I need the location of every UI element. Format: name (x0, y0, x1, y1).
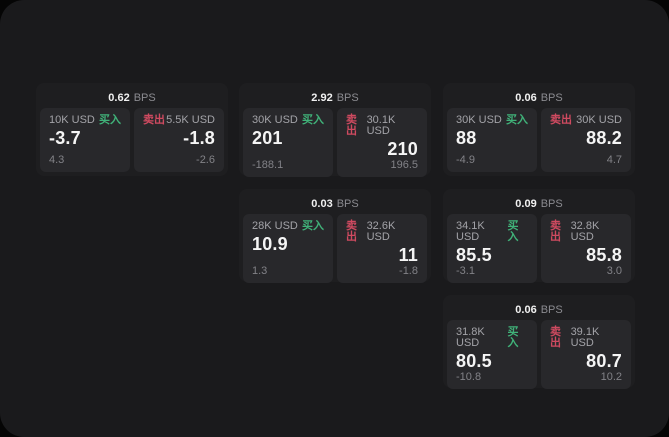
sell-side-label: 卖出 (550, 220, 561, 243)
buy-amount: 28K USD (252, 220, 298, 232)
sell-sub-value: 4.7 (606, 154, 622, 166)
sell-panel[interactable]: 卖出 32.8K USD 85.8 3.0 (541, 214, 631, 283)
bps-header: 0.62 BPS (40, 87, 224, 108)
sell-price: 85.8 (586, 245, 622, 265)
sell-panel[interactable]: 卖出 32.6K USD 11 -1.8 (337, 214, 427, 283)
buy-price: 80.5 (456, 351, 492, 371)
sell-price: 80.7 (586, 351, 622, 371)
buy-panel[interactable]: 31.8K USD 买入 80.5 -10.8 (447, 320, 537, 389)
buy-amount: 10K USD (49, 114, 95, 126)
bps-value: 0.62 (108, 91, 130, 104)
buy-price: 201 (252, 128, 283, 148)
buy-side-label: 买入 (506, 114, 528, 126)
sell-side-label: 卖出 (550, 114, 572, 126)
bps-header: 0.03 BPS (243, 193, 427, 214)
buy-side-label: 买入 (302, 114, 324, 126)
bps-unit-label: BPS (336, 197, 359, 210)
buy-sub-value: 4.3 (49, 154, 65, 166)
bps-value: 0.06 (515, 91, 537, 104)
sell-panel[interactable]: 卖出 5.5K USD -1.8 -2.6 (134, 108, 224, 172)
sell-amount: 30K USD (576, 114, 622, 126)
sell-sub-value: -1.8 (399, 264, 418, 277)
buy-panel[interactable]: 30K USD 买入 201 -188.1 (243, 108, 333, 177)
bps-unit-label: BPS (133, 91, 156, 104)
sell-amount: 32.8K USD (570, 220, 600, 243)
sell-panel[interactable]: 卖出 30.1K USD 210 196.5 (337, 108, 427, 177)
quote-card-3: 0.06 BPS 30K USD 买入 88 -4.9 卖出 30K USD 8… (443, 83, 635, 176)
buy-amount: 30K USD (252, 114, 298, 126)
buy-price: 85.5 (456, 245, 492, 265)
bps-unit-label: BPS (336, 91, 359, 104)
sell-panel[interactable]: 卖出 39.1K USD 80.7 10.2 (541, 320, 631, 389)
quote-card-5: 0.09 BPS 34.1K USD 买入 85.5 -3.1 卖出 32.8K… (443, 189, 635, 283)
sell-panel[interactable]: 卖出 30K USD 88.2 4.7 (541, 108, 631, 172)
bps-header: 2.92 BPS (243, 87, 427, 108)
sell-sub-value: -2.6 (196, 154, 215, 166)
bps-value: 0.09 (515, 197, 537, 210)
bps-unit-label: BPS (540, 303, 563, 316)
buy-side-label: 买入 (507, 326, 519, 349)
bps-value: 0.06 (515, 303, 537, 316)
quote-card-1: 0.62 BPS 10K USD 买入 -3.7 4.3 卖出 5.5K USD… (36, 83, 228, 176)
buy-panel[interactable]: 34.1K USD 买入 85.5 -3.1 (447, 214, 537, 283)
sell-price: 88.2 (586, 128, 622, 148)
bps-unit-label: BPS (540, 197, 563, 210)
sell-amount: 32.6K USD (366, 220, 396, 243)
buy-amount: 31.8K USD (456, 326, 485, 349)
sell-amount: 5.5K USD (166, 114, 215, 126)
sell-side-label: 卖出 (346, 220, 357, 243)
bps-header: 0.06 BPS (447, 299, 631, 320)
buy-amount: 30K USD (456, 114, 502, 126)
bps-unit-label: BPS (540, 91, 563, 104)
sell-sub-value: 3.0 (606, 264, 622, 277)
buy-sub-value: -4.9 (456, 154, 475, 166)
buy-side-label: 买入 (99, 114, 121, 126)
buy-sub-value: -3.1 (456, 264, 475, 277)
sell-amount: 39.1K USD (570, 326, 600, 349)
buy-amount: 34.1K USD (456, 220, 485, 243)
buy-panel[interactable]: 10K USD 买入 -3.7 4.3 (40, 108, 130, 172)
sell-sub-value: 196.5 (390, 158, 418, 171)
sell-sub-value: 10.2 (600, 370, 622, 383)
sell-price: 210 (387, 139, 418, 159)
sell-side-label: 卖出 (346, 114, 357, 137)
buy-sub-value: -188.1 (252, 158, 284, 171)
buy-panel[interactable]: 30K USD 买入 88 -4.9 (447, 108, 537, 172)
bps-header: 0.06 BPS (447, 87, 631, 108)
buy-sub-value: -10.8 (456, 370, 482, 383)
quote-card-2: 2.92 BPS 30K USD 买入 201 -188.1 卖出 30.1K … (239, 83, 431, 177)
buy-price: -3.7 (49, 128, 81, 148)
sell-price: -1.8 (183, 128, 215, 148)
bps-value: 2.92 (311, 91, 333, 104)
sell-amount: 30.1K USD (366, 114, 396, 137)
sell-side-label: 卖出 (550, 326, 561, 349)
quote-card-6: 0.06 BPS 31.8K USD 买入 80.5 -10.8 卖出 39.1… (443, 295, 635, 389)
buy-price: 88 (456, 128, 477, 148)
quote-card-4: 0.03 BPS 28K USD 买入 10.9 1.3 卖出 32.6K US… (239, 189, 431, 283)
buy-price: 10.9 (252, 234, 288, 254)
bps-header: 0.09 BPS (447, 193, 631, 214)
buy-side-label: 买入 (302, 220, 324, 232)
buy-sub-value: 1.3 (252, 264, 268, 277)
sell-price: 11 (398, 245, 418, 265)
buy-panel[interactable]: 28K USD 买入 10.9 1.3 (243, 214, 333, 283)
bps-value: 0.03 (311, 197, 333, 210)
buy-side-label: 买入 (507, 220, 519, 243)
sell-side-label: 卖出 (143, 114, 165, 126)
